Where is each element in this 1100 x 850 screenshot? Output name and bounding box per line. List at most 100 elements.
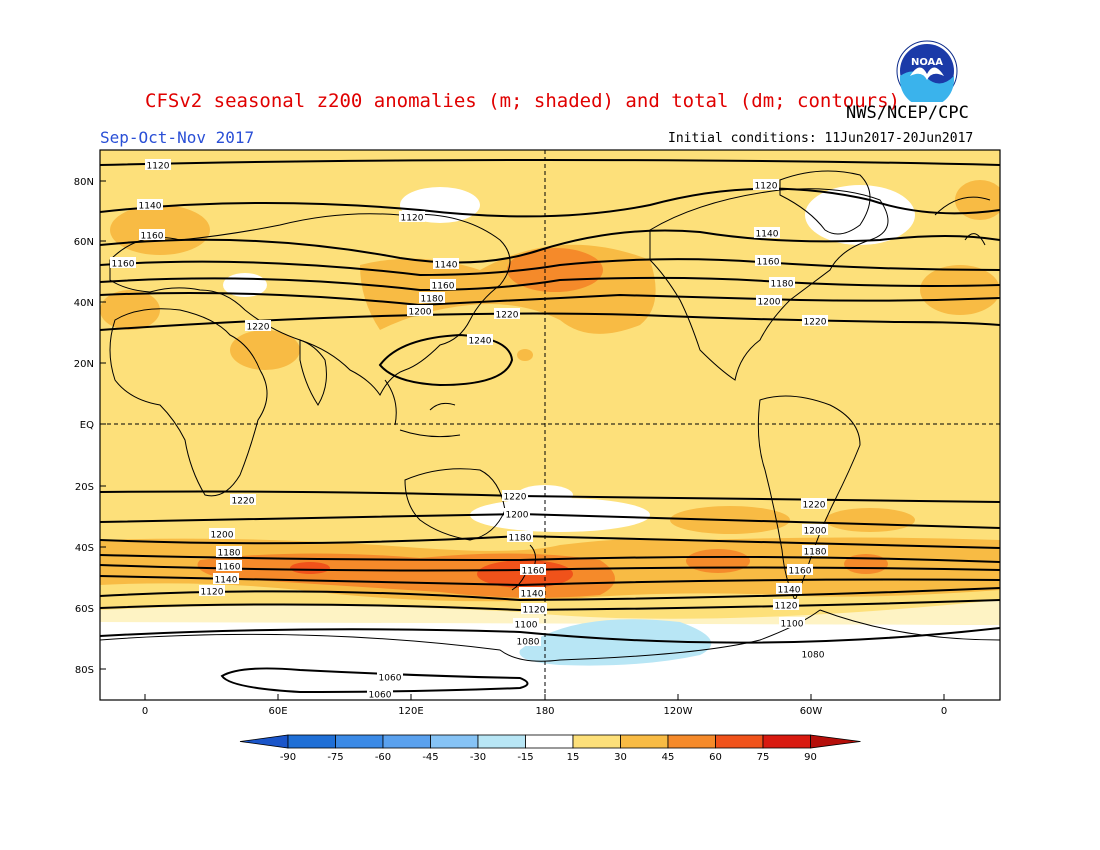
contour-label: 1220 xyxy=(804,318,827,328)
lat-tick-label: 20N xyxy=(74,359,94,370)
colorbar-segment xyxy=(572,734,621,749)
colorbar-label: 75 xyxy=(757,752,770,763)
contour-label: 1160 xyxy=(522,567,545,577)
contour-label: 1060 xyxy=(379,674,402,684)
colorbar-label: -60 xyxy=(375,752,391,763)
organization-label: NWS/NCEP/CPC xyxy=(846,103,969,123)
contour-label: 1120 xyxy=(775,602,798,612)
contour-label-bg xyxy=(802,524,828,535)
contour-label: 1220 xyxy=(504,493,527,503)
colorbar-segment xyxy=(430,734,479,749)
colorbar-segment xyxy=(715,734,764,749)
contour-label: 1120 xyxy=(401,214,424,224)
contour-label: 1200 xyxy=(211,531,234,541)
contour-label-bg xyxy=(419,292,445,303)
lat-tick-label: 80S xyxy=(75,665,94,676)
colorbar-segment xyxy=(667,734,716,749)
contour-label-bg xyxy=(756,295,782,306)
contour-label: 1180 xyxy=(771,280,794,290)
colorbar-label: -75 xyxy=(327,752,343,763)
contour-label: 1100 xyxy=(781,620,804,630)
contour-label-bg xyxy=(230,494,256,505)
contour-label: 1180 xyxy=(804,548,827,558)
contour-label-bg xyxy=(787,564,813,575)
lon-tick-label: 0 xyxy=(941,706,947,717)
contour-label-bg xyxy=(502,490,528,501)
colorbar-segment xyxy=(620,734,669,749)
contour-label: 1180 xyxy=(421,295,444,305)
colorbar-arrow-high xyxy=(810,734,861,749)
contour-label-bg xyxy=(755,255,781,266)
lon-tick-label: 60W xyxy=(800,706,823,717)
contour-label: 1200 xyxy=(804,527,827,537)
colorbar-label: -90 xyxy=(280,752,296,763)
contour-label: 1120 xyxy=(523,606,546,616)
contour-label: 1120 xyxy=(147,162,170,172)
lon-tick-label: 120E xyxy=(398,706,423,717)
contour-label: 1060 xyxy=(369,691,392,701)
contour-label: 1080 xyxy=(802,651,825,661)
contour-labels: 1120 1140 1160 1160 1120 1120 1140 1140 1160 1160… xyxy=(110,159,828,701)
contour-label-bg xyxy=(467,334,493,345)
contour-label-bg xyxy=(213,573,239,584)
colorbar-segment xyxy=(477,734,526,749)
contour-label: 1140 xyxy=(139,202,162,212)
contour-label-bg xyxy=(776,583,802,594)
contour-label: 1160 xyxy=(789,567,812,577)
contour-label-bg xyxy=(377,671,403,682)
map-frame xyxy=(99,149,1001,701)
lat-tick-label: 60N xyxy=(74,237,94,248)
contour-label-bg xyxy=(519,587,545,598)
contour-label: 1220 xyxy=(247,323,270,333)
colorbar-segment xyxy=(335,734,384,749)
lat-tick-label: 60S xyxy=(75,604,94,615)
noaa-logo-icon: NOAA xyxy=(896,40,958,102)
contour-label-bg xyxy=(209,528,235,539)
contour-label-bg xyxy=(367,688,393,699)
colorbar-label: 30 xyxy=(614,752,627,763)
contour-label: 1180 xyxy=(509,534,532,544)
contour-label-bg xyxy=(801,498,827,509)
lon-tick-label: 180 xyxy=(535,706,554,717)
contour-label: 1220 xyxy=(496,311,519,321)
contour-label-bg xyxy=(520,564,546,575)
contour-label-bg xyxy=(754,227,780,238)
lat-tick-label: 40N xyxy=(74,298,94,309)
chart-title: CFSv2 seasonal z200 anomalies (m; shaded… xyxy=(145,90,900,112)
contour-label: 1200 xyxy=(409,308,432,318)
contour-label-bg xyxy=(800,648,826,659)
contour-label-bg xyxy=(513,618,539,629)
contour-label: 1200 xyxy=(506,511,529,521)
contour-label-bg xyxy=(521,603,547,614)
contour-label-bg xyxy=(139,229,165,240)
contour-label-bg xyxy=(769,277,795,288)
lon-tick-label: 120W xyxy=(664,706,693,717)
lat-tick-label: 80N xyxy=(74,177,94,188)
contour-label-bg xyxy=(137,199,163,210)
initial-conditions-label: Initial conditions: 11Jun2017-20Jun2017 xyxy=(668,131,974,146)
contour-label: 1160 xyxy=(218,563,241,573)
colorbar-segment xyxy=(762,734,811,749)
contour-label-bg xyxy=(110,257,136,268)
contour-label-bg xyxy=(773,599,799,610)
colorbar-segment xyxy=(287,734,336,749)
contour-label: 1160 xyxy=(112,260,135,270)
contour-label: 1220 xyxy=(232,497,255,507)
contour-label: 1180 xyxy=(218,549,241,559)
colorbar-label: 15 xyxy=(567,752,580,763)
contour-label-bg xyxy=(494,308,520,319)
contour-label-bg xyxy=(407,305,433,316)
colorbar-label: 90 xyxy=(804,752,817,763)
contour-label-bg xyxy=(216,546,242,557)
contour-label: 1240 xyxy=(469,337,492,347)
contour-label: 1160 xyxy=(141,232,164,242)
contour-label: 1140 xyxy=(778,586,801,596)
contour-label: 1080 xyxy=(517,638,540,648)
latitude-axis: 80N 60N 40N 20N EQ 20S 40S 60S 80S xyxy=(74,177,106,676)
contour-label-bg xyxy=(515,635,541,646)
contour-label-bg xyxy=(504,508,530,519)
contour-label-bg xyxy=(802,315,828,326)
colorbar-label: -15 xyxy=(517,752,533,763)
contour-label: 1140 xyxy=(435,261,458,271)
